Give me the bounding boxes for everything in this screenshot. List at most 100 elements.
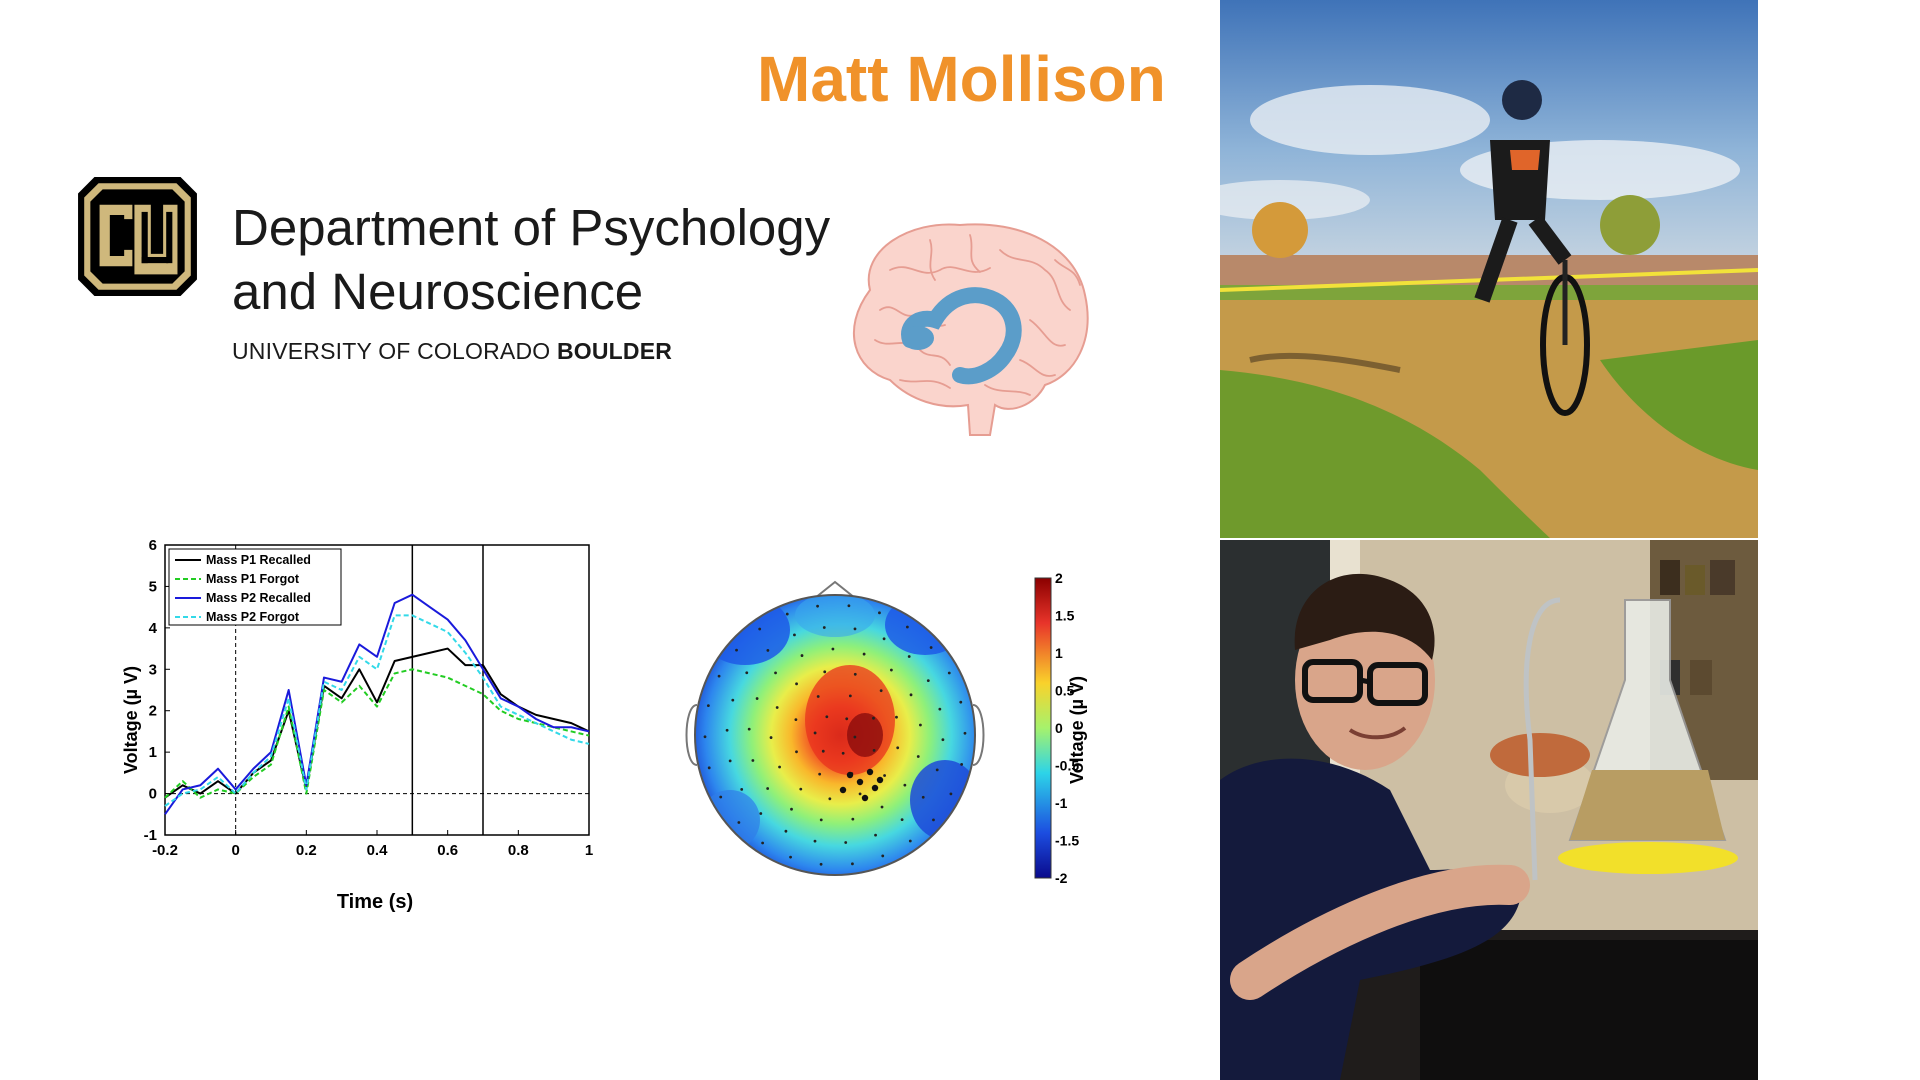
electrode-dot bbox=[907, 655, 911, 658]
cu-logo-icon bbox=[78, 177, 197, 296]
electrode-dot bbox=[858, 792, 862, 796]
colorbar bbox=[1034, 577, 1052, 879]
head-outline bbox=[694, 594, 976, 876]
erp-legend-box bbox=[168, 548, 342, 626]
electrode-dot bbox=[816, 604, 819, 608]
university-bold: BOULDER bbox=[556, 338, 673, 364]
significant-electrode-dot bbox=[876, 776, 884, 784]
electrode-dot bbox=[921, 795, 925, 799]
head-left-ear bbox=[685, 704, 698, 766]
electrode-dot bbox=[795, 682, 798, 686]
electrode-dot bbox=[881, 854, 885, 858]
electrode-dot bbox=[706, 704, 710, 708]
electrode-dot bbox=[800, 654, 804, 657]
head-right-ear bbox=[972, 704, 985, 766]
electrode-dot bbox=[758, 627, 762, 631]
electrode-dot bbox=[759, 812, 763, 815]
significant-electrode-dot bbox=[871, 784, 879, 792]
erp-ytick-label: 5 bbox=[149, 578, 157, 595]
electrode-dot bbox=[818, 772, 822, 776]
electrode-dot bbox=[785, 612, 789, 616]
electrode-dot bbox=[822, 626, 826, 629]
electrode-dot bbox=[872, 716, 875, 720]
electrode-dot bbox=[821, 749, 825, 753]
electrode-dot bbox=[737, 821, 741, 824]
electrode-dot bbox=[896, 746, 900, 750]
electrode-dot bbox=[862, 652, 866, 656]
electrode-dot bbox=[799, 787, 803, 791]
electrode-dot bbox=[932, 818, 935, 822]
electrode-dot bbox=[769, 736, 773, 739]
erp-legend-label-4: Mass P2 Forgot bbox=[206, 610, 300, 624]
electrode-dot bbox=[761, 841, 765, 845]
electrode-dot bbox=[794, 718, 798, 722]
erp-ytick-label: 3 bbox=[149, 661, 157, 678]
electrode-dot bbox=[926, 679, 930, 683]
colorbar-tick-label: 1 bbox=[1055, 645, 1063, 661]
erp-xtick-label: 1 bbox=[585, 842, 593, 859]
erp-ytick-label: 0 bbox=[149, 786, 157, 803]
electrode-dot bbox=[789, 855, 792, 859]
erp-series-line-2 bbox=[164, 668, 590, 799]
erp-ytick-label: -1 bbox=[144, 827, 157, 844]
university-name: UNIVERSITY OF COLORADO BOULDER bbox=[232, 338, 672, 365]
electrode-dot bbox=[941, 738, 945, 742]
electrode-dot bbox=[719, 795, 723, 799]
electrode-dot bbox=[828, 797, 832, 801]
electrode-dot bbox=[905, 625, 909, 629]
electrode-dot bbox=[725, 728, 729, 732]
electrode-dot bbox=[747, 727, 751, 731]
electrode-dot bbox=[784, 829, 788, 833]
electrode-dot bbox=[960, 762, 964, 766]
department-name: Department of Psychology and Neuroscienc… bbox=[232, 196, 830, 324]
colorbar-tick-label: -1 bbox=[1055, 795, 1068, 811]
electrode-dot bbox=[872, 748, 876, 752]
photo-cyclist bbox=[1220, 0, 1758, 538]
electrode-dot bbox=[853, 735, 857, 739]
electrode-dot bbox=[851, 817, 855, 821]
eeg-topography-map: 2 1.5 1 0.5 0 -0.5 -1 -1.5 -2 Voltage (µ V) bbox=[685, 570, 1087, 886]
erp-ytick-label: 1 bbox=[149, 744, 157, 761]
electrode-dot bbox=[847, 604, 851, 608]
colorbar-tick-label: 1.5 bbox=[1055, 608, 1075, 624]
erp-xtick-label: 0.2 bbox=[296, 842, 317, 859]
electrode-dot bbox=[874, 833, 877, 837]
electrode-dot bbox=[935, 768, 939, 772]
significant-electrode-dot bbox=[866, 768, 874, 776]
erp-xtick-label: 0.6 bbox=[437, 842, 458, 859]
electrode-dot bbox=[790, 807, 793, 811]
electrode-dot bbox=[740, 787, 744, 791]
electrode-dot bbox=[703, 735, 707, 739]
electrode-dot bbox=[755, 697, 759, 700]
electrode-dot bbox=[919, 723, 922, 727]
electrode-dot bbox=[813, 731, 817, 735]
colorbar-tick-label: -1.5 bbox=[1055, 833, 1079, 849]
electrode-dot bbox=[813, 839, 817, 843]
erp-ylabel: Voltage (µ V) bbox=[121, 666, 141, 774]
significant-electrode-dot bbox=[861, 794, 869, 802]
electrode-dot bbox=[883, 774, 886, 777]
electrode-dot bbox=[900, 818, 904, 822]
electrode-dot bbox=[831, 647, 835, 651]
erp-plot-area: -0.2 0 0.2 0.4 0.6 0.8 1 -1 0 1 2 3 4 5 6 Mass P1 Recal… bbox=[144, 537, 594, 859]
electrode-dot bbox=[878, 611, 881, 615]
electrode-dot bbox=[848, 694, 852, 698]
erp-legend-label-1: Mass P1 Recalled bbox=[206, 553, 311, 567]
electrode-dot bbox=[766, 648, 770, 652]
erp-line-chart: -0.2 0 0.2 0.4 0.6 0.8 1 -1 0 1 2 3 4 5 6 Mass P1 Recal… bbox=[121, 537, 594, 913]
electrode-dot bbox=[882, 637, 886, 641]
colorbar-label: Voltage (µ V) bbox=[1067, 676, 1087, 784]
electrode-dot bbox=[778, 765, 781, 769]
erp-series-line-3 bbox=[164, 593, 590, 815]
electrode-dot bbox=[851, 862, 854, 866]
electrode-dot bbox=[707, 766, 711, 770]
electrode-dot bbox=[816, 695, 820, 698]
electrode-dot bbox=[909, 693, 913, 697]
slide-title: Matt Mollison bbox=[757, 43, 1166, 115]
electrode-dot bbox=[775, 706, 779, 709]
colorbar-tick-label: 0.5 bbox=[1055, 683, 1075, 699]
electrode-dot bbox=[793, 633, 796, 637]
electrode-dot bbox=[825, 715, 829, 719]
erp-xtick-label: -0.2 bbox=[152, 842, 178, 859]
electrode-dots bbox=[703, 604, 967, 866]
